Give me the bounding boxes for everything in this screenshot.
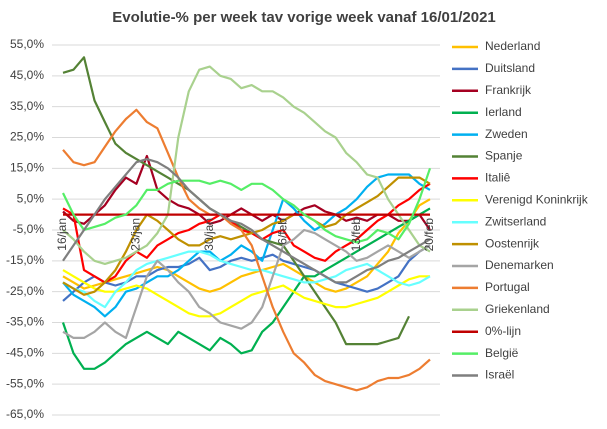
legend-label: Portugal [485, 280, 530, 294]
legend-label: Ierland [485, 105, 522, 119]
series-line [62, 108, 431, 392]
x-tick-label: 20/feb [422, 218, 436, 252]
y-tick-label: -45,0% [6, 346, 44, 360]
series-line [62, 182, 431, 284]
legend-label: Nederland [485, 39, 540, 53]
y-tick-label: 5,0% [17, 191, 45, 205]
legend-label: 0%-lijn [485, 324, 521, 338]
series-line [62, 65, 431, 265]
legend-label: Zweden [485, 127, 528, 141]
legend-label: Frankrijk [485, 83, 532, 97]
y-tick-label: 25,0% [10, 130, 44, 144]
y-tick-label: -35,0% [6, 315, 44, 329]
x-tick-label: 23/jan [129, 218, 143, 251]
series-line [62, 250, 431, 309]
legend-label: Spanje [485, 149, 523, 163]
legend-label: Italiê [485, 171, 511, 185]
y-tick-label: -65,0% [6, 407, 44, 421]
x-tick-label: 13/feb [349, 218, 363, 252]
series-line [62, 228, 431, 339]
legend-label: Israël [485, 368, 514, 382]
series-line [62, 173, 431, 318]
series-line [62, 198, 431, 293]
y-tick-label: -55,0% [6, 376, 44, 390]
legend-label: Oostenrijk [485, 236, 540, 250]
series-line [62, 176, 431, 296]
legend-label: Duitsland [485, 61, 535, 75]
series-line [62, 154, 431, 231]
legend-label: Zwitserland [485, 214, 546, 228]
series-line [62, 158, 431, 284]
legend-label: Griekenland [485, 302, 550, 316]
series-line [62, 56, 410, 346]
series-line [62, 269, 430, 318]
legend-label: België [485, 346, 519, 360]
chart-title: Evolutie-% per week tav vorige week vana… [112, 9, 496, 26]
y-tick-label: 55,0% [10, 37, 44, 51]
y-tick-label: -5,0% [13, 222, 45, 236]
series-line [61, 207, 431, 370]
series-line [62, 167, 432, 244]
x-tick-label: 16/jan [55, 218, 69, 251]
legend-label: Verenigd Koninkrijk [485, 192, 589, 206]
y-tick-label: -15,0% [6, 253, 44, 267]
y-tick-label: 15,0% [10, 161, 44, 175]
x-tick-label: 6/feb [275, 218, 289, 245]
y-tick-label: 35,0% [10, 99, 44, 113]
legend-label: Denemarken [485, 258, 554, 272]
x-tick-label: 30/jan [202, 218, 216, 251]
y-tick-label: 45,0% [10, 68, 44, 82]
y-tick-label: -25,0% [6, 284, 44, 298]
